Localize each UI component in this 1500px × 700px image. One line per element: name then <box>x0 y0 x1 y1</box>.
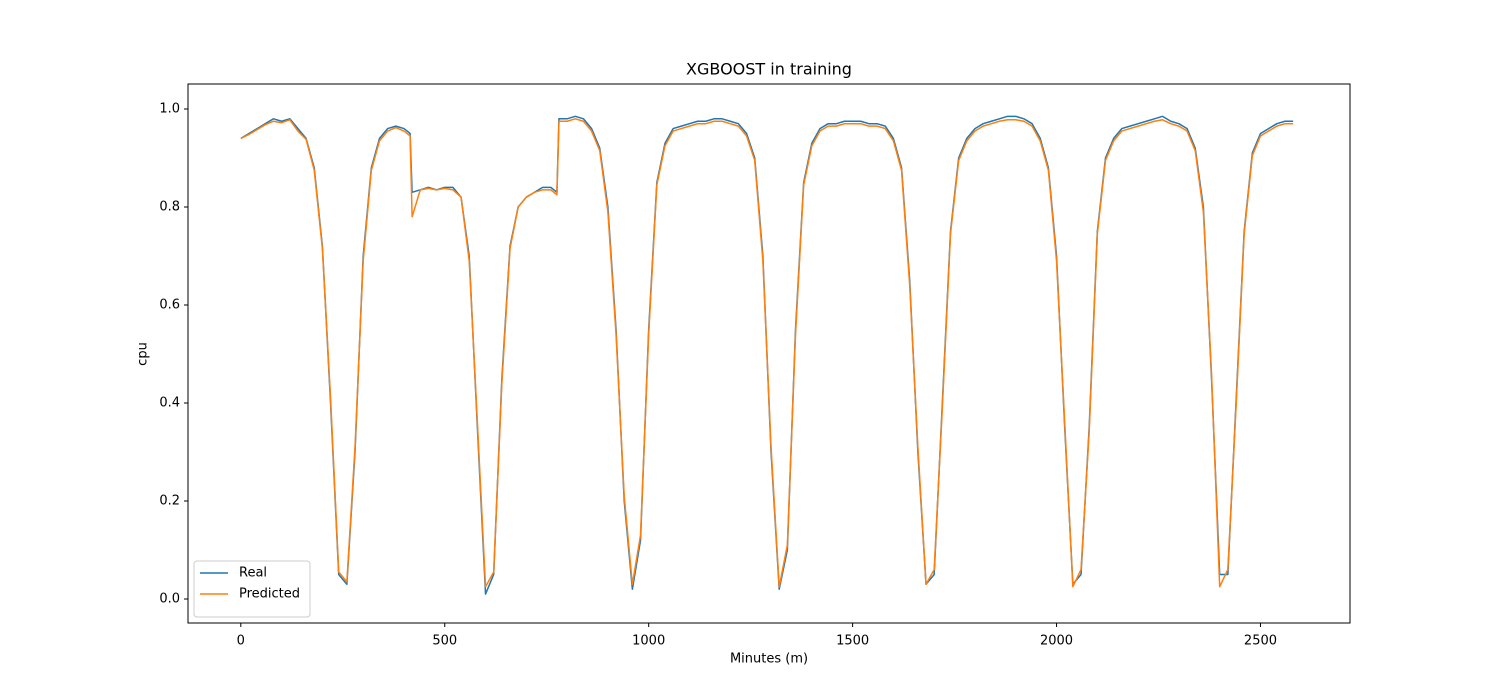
y-tick-label: 0.2 <box>159 493 180 508</box>
y-tick-label: 0.0 <box>159 591 180 606</box>
y-tick-label: 0.4 <box>159 395 180 410</box>
y-tick-label: 1.0 <box>159 101 180 116</box>
x-axis-label: Minutes (m) <box>730 652 808 667</box>
x-tick-label: 1500 <box>836 634 869 649</box>
legend-label: Real <box>239 566 267 581</box>
x-tick-label: 2000 <box>1040 634 1073 649</box>
legend: Real Predicted <box>193 560 311 618</box>
chart-title: XGBOOST in training <box>686 60 852 79</box>
y-axis-label: cpu <box>136 342 151 366</box>
plot-area <box>240 115 1294 595</box>
legend-box <box>193 560 311 618</box>
axes-frame <box>187 83 1351 624</box>
series-line <box>240 118 1294 588</box>
x-tick-label: 500 <box>432 634 457 649</box>
y-tick-label: 0.8 <box>159 199 180 214</box>
y-tick-label: 0.6 <box>159 297 180 312</box>
x-tick-label: 2500 <box>1244 634 1277 649</box>
x-tick-label: 0 <box>237 634 245 649</box>
legend-label: Predicted <box>239 587 300 602</box>
x-tick-label: 1000 <box>632 634 665 649</box>
